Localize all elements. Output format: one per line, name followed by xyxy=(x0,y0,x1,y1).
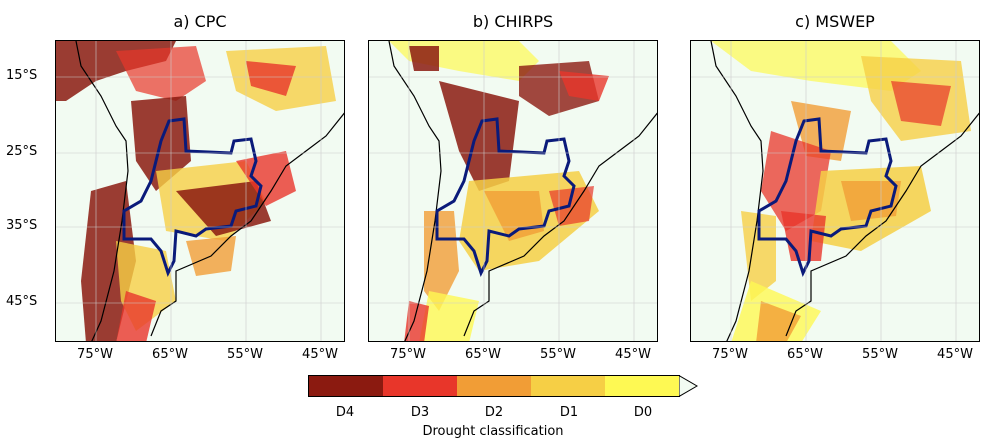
colorbar-label-d1: D1 xyxy=(559,405,579,420)
x-tick-label: 65°W xyxy=(152,347,188,362)
y-tick-label: 45°S xyxy=(6,294,38,309)
colorbar xyxy=(308,375,680,397)
panel-cpc: a) CPC xyxy=(55,0,345,370)
panel-chirps: b) CHIRPS xyxy=(368,0,658,370)
colorbar-label-d0: D0 xyxy=(633,405,653,420)
y-tick-label: 25°S xyxy=(6,144,38,159)
map-cpc xyxy=(55,40,345,342)
x-tick-label: 45°W xyxy=(937,347,973,362)
colorbar-swatch-d2 xyxy=(457,376,531,396)
y-tick-label: 15°S xyxy=(6,68,38,83)
panel-title: c) MSWEP xyxy=(795,12,875,31)
map-mswep xyxy=(690,40,980,342)
y-tick-label: 35°S xyxy=(6,218,38,233)
x-tick-label: 65°W xyxy=(465,347,501,362)
x-tick-label: 75°W xyxy=(390,347,426,362)
x-tick-label: 55°W xyxy=(862,347,898,362)
colorbar-label-d3: D3 xyxy=(410,405,430,420)
map-svg xyxy=(369,41,657,341)
colorbar-swatch-d3 xyxy=(383,376,457,396)
colorbar-swatch-d0 xyxy=(605,376,679,396)
x-tick-label: 65°W xyxy=(787,347,823,362)
colorbar-title: Drought classification xyxy=(422,424,564,439)
panel-mswep: c) MSWEP xyxy=(690,0,980,370)
colorbar-extension-arrow xyxy=(679,375,698,397)
colorbar-swatch-d4 xyxy=(309,376,383,396)
drought-patches xyxy=(389,41,609,341)
x-tick-label: 75°W xyxy=(712,347,748,362)
x-tick-label: 45°W xyxy=(615,347,651,362)
map-chirps xyxy=(368,40,658,342)
x-tick-label: 75°W xyxy=(77,347,113,362)
colorbar-label-d4: D4 xyxy=(335,405,355,420)
colorbar-label-d2: D2 xyxy=(484,405,504,420)
x-tick-label: 55°W xyxy=(227,347,263,362)
panel-title: b) CHIRPS xyxy=(472,12,554,31)
map-svg xyxy=(56,41,344,341)
colorbar-swatch-d1 xyxy=(531,376,605,396)
map-svg xyxy=(691,41,979,341)
drought-patches xyxy=(711,41,971,341)
drought-patches xyxy=(56,41,336,341)
x-tick-label: 55°W xyxy=(540,347,576,362)
x-tick-label: 45°W xyxy=(302,347,338,362)
panel-title: a) CPC xyxy=(173,12,227,31)
